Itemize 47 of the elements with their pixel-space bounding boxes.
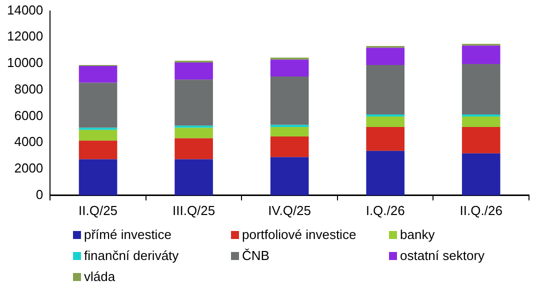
bar [270,60,309,76]
bar [462,116,500,127]
x-tick-label: I.Q./26 [366,202,405,218]
x-tick-label: IV.Q/25 [268,202,312,218]
y-tick-label: 6000 [14,108,44,123]
y-tick-label: 10000 [6,55,44,70]
bar [462,153,500,196]
bar [174,138,213,160]
legend-label: vláda [84,269,116,284]
x-tick-label: III.Q/25 [172,202,216,218]
y-tick-label: 14000 [6,2,44,18]
bar [366,116,404,127]
legend-label: banky [400,227,435,242]
y-tick-label: 8000 [14,81,44,96]
bar [78,140,118,160]
bar [366,48,404,65]
bar [270,126,309,136]
bar [270,157,309,196]
bar [462,46,500,64]
legend-label: portfoliové investice [242,227,356,242]
bar [78,82,118,128]
y-tick-label: 4000 [14,134,44,150]
y-tick-label: 0 [36,186,44,202]
bar [174,80,213,126]
bar [462,126,500,154]
legend-label: finanční deriváty [84,248,179,263]
bar [366,114,404,117]
bar [78,159,118,196]
bar [270,76,309,125]
bar [174,159,213,196]
bar [78,130,118,141]
legend-label: přímé investice [84,227,172,242]
bar [462,64,500,114]
legend-label: ostatní sektory [400,248,485,263]
legend-label: ČNB [242,248,270,263]
bar [366,64,404,114]
y-tick-label: 2000 [14,160,44,176]
bar [270,136,309,158]
bar [174,128,213,138]
x-tick-label: II.Q/25 [78,202,118,218]
bar [78,66,118,83]
x-tick-label: II.Q./26 [460,202,502,218]
bar [366,150,404,196]
y-tick-label: 12000 [6,28,44,44]
bar [366,126,404,151]
bar [174,62,213,80]
bar [462,114,500,117]
